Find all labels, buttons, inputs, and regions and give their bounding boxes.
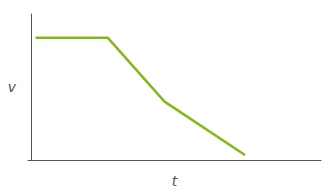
svg-text:t: t (172, 173, 178, 189)
svg-text:v: v (8, 79, 17, 95)
